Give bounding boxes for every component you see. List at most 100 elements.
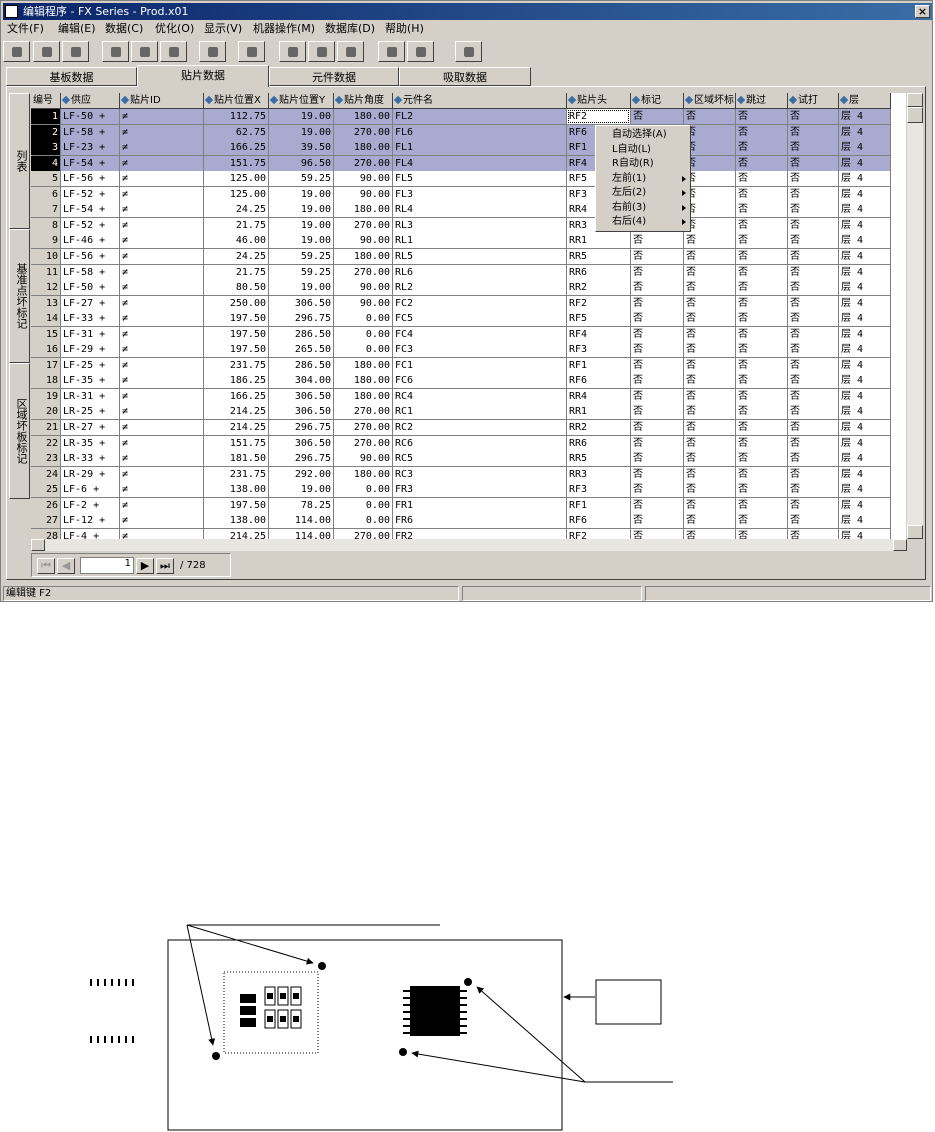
grid-cell[interactable]: 否 <box>736 124 788 141</box>
grid-cell[interactable]: 否 <box>736 202 788 219</box>
grid-cell[interactable]: 否 <box>788 124 839 141</box>
grid-cell[interactable]: FL3 <box>393 186 567 203</box>
grid-cell[interactable]: ≠ <box>120 342 204 359</box>
grid-cell[interactable]: RF5 <box>567 311 631 328</box>
side-tab[interactable]: 列表 <box>9 93 30 229</box>
menu-item[interactable]: 数据(C) <box>105 22 144 35</box>
grid-cell[interactable]: 214.25 <box>204 528 269 539</box>
grid-cell[interactable]: 否 <box>736 513 788 530</box>
grid-cell[interactable]: 39.50 <box>269 140 334 157</box>
grid-cell[interactable]: 否 <box>788 482 839 499</box>
column-header[interactable]: 贴片位置Y <box>269 93 334 109</box>
grid-cell[interactable]: 否 <box>684 155 736 172</box>
grid-cell[interactable]: 114.00 <box>269 528 334 539</box>
grid-cell[interactable]: 层 4 <box>839 451 891 468</box>
last-page[interactable]: ⏭ <box>156 558 174 574</box>
grid-cell[interactable]: 否 <box>684 357 736 374</box>
column-header[interactable]: 跳过 <box>736 93 788 109</box>
grid-cell[interactable]: 层 4 <box>839 420 891 436</box>
grid-cell[interactable]: 270.00 <box>334 420 393 436</box>
context-menu-item[interactable]: R自动(R) <box>612 158 654 169</box>
toolbar-button[interactable] <box>3 41 30 62</box>
grid-cell[interactable]: 151.75 <box>204 435 269 452</box>
grid-cell[interactable]: RL6 <box>393 264 567 281</box>
toolbar-button[interactable] <box>160 41 187 62</box>
grid-cell[interactable]: 186.25 <box>204 373 269 390</box>
grid-cell[interactable]: 181.50 <box>204 451 269 468</box>
grid-cell[interactable]: 90.00 <box>334 171 393 188</box>
grid-cell[interactable]: 否 <box>788 217 839 234</box>
grid-cell[interactable]: 否 <box>736 109 788 125</box>
grid-cell[interactable]: 62.75 <box>204 124 269 141</box>
grid-cell[interactable]: 否 <box>788 186 839 203</box>
grid-cell[interactable]: 125.00 <box>204 186 269 203</box>
grid-cell[interactable]: FL4 <box>393 155 567 172</box>
grid-cell[interactable]: LF-35 + <box>61 373 120 390</box>
grid-cell[interactable]: ≠ <box>120 466 204 483</box>
grid-cell[interactable]: 151.75 <box>204 155 269 172</box>
grid-cell[interactable]: 265.50 <box>269 342 334 359</box>
grid-cell[interactable]: 否 <box>684 264 736 281</box>
grid-cell[interactable]: 0.00 <box>334 482 393 499</box>
grid-cell[interactable]: 否 <box>684 373 736 390</box>
grid-cell[interactable]: 否 <box>736 482 788 499</box>
grid-cell[interactable]: FL1 <box>393 140 567 157</box>
grid-cell[interactable]: 否 <box>631 326 684 343</box>
grid-cell[interactable]: LF-12 + <box>61 513 120 530</box>
grid-cell[interactable]: LF-33 + <box>61 311 120 328</box>
context-menu-item[interactable]: 左前(1) <box>612 172 647 184</box>
grid-cell[interactable]: 否 <box>631 466 684 483</box>
toolbar-button[interactable] <box>238 41 265 62</box>
grid-cell[interactable]: 否 <box>684 295 736 312</box>
grid-cell[interactable]: 否 <box>684 311 736 328</box>
column-header[interactable]: 编号 <box>31 93 61 109</box>
grid-cell[interactable]: LF-54 + <box>61 202 120 219</box>
grid-cell[interactable]: 否 <box>631 482 684 499</box>
grid-cell[interactable]: RL2 <box>393 280 567 297</box>
grid-cell[interactable]: LR-33 + <box>61 451 120 468</box>
grid-cell[interactable]: ≠ <box>120 420 204 436</box>
grid-cell[interactable]: ≠ <box>120 233 204 250</box>
grid-cell[interactable]: 否 <box>631 373 684 390</box>
column-header[interactable]: 供应 <box>61 93 120 109</box>
grid-cell[interactable]: 90.00 <box>334 295 393 312</box>
vertical-scrollbar[interactable] <box>907 93 923 539</box>
grid-cell[interactable]: 否 <box>736 311 788 328</box>
grid-cell[interactable]: 否 <box>631 109 684 125</box>
grid-cell[interactable]: 否 <box>788 233 839 250</box>
grid-cell[interactable]: 214.25 <box>204 420 269 436</box>
horizontal-scrollbar[interactable] <box>31 539 907 551</box>
grid-cell[interactable]: 304.00 <box>269 373 334 390</box>
tab[interactable]: 贴片数据 <box>137 65 269 87</box>
menu-item[interactable]: 机器操作(M) <box>253 22 316 35</box>
grid-cell[interactable]: LF-27 + <box>61 295 120 312</box>
grid-cell[interactable]: LF-56 + <box>61 171 120 188</box>
grid-cell[interactable]: 否 <box>684 513 736 530</box>
column-header[interactable]: 贴片ID <box>120 93 204 109</box>
grid-cell[interactable]: 否 <box>631 388 684 405</box>
grid-cell[interactable]: 24.25 <box>204 202 269 219</box>
grid-cell[interactable]: 292.00 <box>269 466 334 483</box>
grid-cell[interactable]: 层 4 <box>839 466 891 483</box>
grid-cell[interactable]: 层 4 <box>839 326 891 343</box>
grid-cell[interactable]: 166.25 <box>204 140 269 157</box>
grid-cell[interactable]: RC2 <box>393 420 567 436</box>
grid-cell[interactable]: 否 <box>736 435 788 452</box>
context-menu-item[interactable]: L自动(L) <box>612 143 651 155</box>
column-header[interactable]: 层 <box>839 93 891 109</box>
column-header[interactable]: 贴片角度 <box>334 93 393 109</box>
grid-cell[interactable]: 166.25 <box>204 388 269 405</box>
column-header[interactable]: 贴片头 <box>567 93 631 109</box>
grid-cell[interactable]: 层 4 <box>839 357 891 374</box>
grid-cell[interactable]: 层 4 <box>839 435 891 452</box>
grid-cell[interactable]: 否 <box>788 280 839 297</box>
grid-cell[interactable]: LR-31 + <box>61 388 120 405</box>
grid-cell[interactable]: 否 <box>684 109 736 125</box>
grid-cell[interactable]: 否 <box>684 326 736 343</box>
grid-cell[interactable]: 214.25 <box>204 404 269 421</box>
grid-cell[interactable]: 231.75 <box>204 357 269 374</box>
grid-cell[interactable]: 层 4 <box>839 264 891 281</box>
menu-item[interactable]: 文件(F) <box>7 22 44 35</box>
grid-cell[interactable]: 层 4 <box>839 388 891 405</box>
grid-cell[interactable]: 180.00 <box>334 248 393 265</box>
